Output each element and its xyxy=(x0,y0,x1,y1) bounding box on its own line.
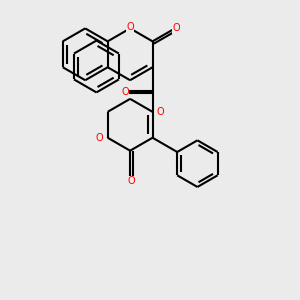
Text: O: O xyxy=(128,176,135,186)
Text: O: O xyxy=(172,23,180,33)
Text: O: O xyxy=(121,87,129,97)
Text: O: O xyxy=(126,22,134,32)
Text: O: O xyxy=(157,107,165,117)
Text: O: O xyxy=(96,133,103,143)
